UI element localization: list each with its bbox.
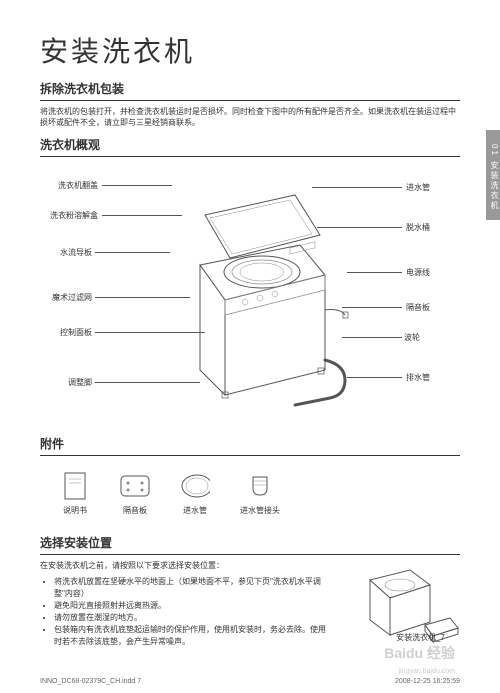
label-drain: 排水管 bbox=[406, 372, 430, 383]
label-spin: 脱水桶 bbox=[406, 222, 430, 233]
soundboard-icon bbox=[120, 471, 150, 501]
watermark-sub: jingyan.baidu.com bbox=[399, 668, 455, 675]
location-intro: 在安装洗衣机之前，请按照以下要求选择安装位置： bbox=[40, 560, 330, 571]
footer-right: 2008-12-25 16:25:59 bbox=[395, 678, 460, 685]
unpack-text: 将洗衣机的包装打开，并检查洗衣机装运时是否损坏。同时检查下图中的所有配件是否齐全… bbox=[40, 106, 460, 128]
acc-hose: 进水管 bbox=[180, 471, 210, 516]
washing-machine-illustration bbox=[150, 180, 350, 410]
hose-icon bbox=[180, 471, 210, 501]
label-lid: 洗衣机翻盖 bbox=[58, 180, 98, 191]
manual-icon bbox=[60, 471, 90, 501]
acc-soundboard: 隔音板 bbox=[120, 471, 150, 516]
acc-manual-label: 说明书 bbox=[63, 506, 87, 515]
label-detergent: 洗衣粉溶解盒 bbox=[50, 210, 98, 221]
footer: INNO_DC68-02379C_CH.indd 7 2008-12-25 16… bbox=[40, 678, 460, 685]
label-power: 电源线 bbox=[406, 267, 430, 278]
accessories-row: 说明书 隔音板 进水管 进水管接头 bbox=[40, 461, 460, 526]
location-bullet: 避免阳光直接照射并远离热源。 bbox=[54, 600, 330, 612]
location-bullet: 将洗衣机放置在坚硬水平的地面上（如果地面不平，参见下页"洗衣机水平调整"内容） bbox=[54, 576, 330, 600]
location-bullet: 包装箱内有洗衣机底垫起运输时的保护作用，使用机安装时，务必去除。使用时若不去除该… bbox=[54, 624, 330, 648]
location-list: 将洗衣机放置在坚硬水平的地面上（如果地面不平，参见下页"洗衣机水平调整"内容） … bbox=[40, 576, 330, 648]
label-leg: 调整脚 bbox=[68, 377, 92, 388]
location-bullet: 请勿放置在潮湿的地方。 bbox=[54, 612, 330, 624]
section-unpack-header: 拆除洗衣机包装 bbox=[40, 80, 460, 101]
label-sound: 隔音板 bbox=[406, 302, 430, 313]
acc-connector: 进水管接头 bbox=[240, 471, 280, 516]
overview-diagram: 洗衣机翻盖 洗衣粉溶解盒 水流导板 魔术过滤网 控制面板 调整脚 进水管 脱水桶… bbox=[40, 162, 460, 427]
section-location-header: 选择安装位置 bbox=[40, 534, 460, 555]
label-pulley: 波轮 bbox=[404, 332, 420, 343]
page-title: 安装洗衣机 bbox=[40, 30, 460, 70]
label-filter: 魔术过滤网 bbox=[52, 292, 92, 303]
side-tab: 01 安装洗衣机 bbox=[486, 130, 500, 220]
page-number-label: 安装洗衣机_7 bbox=[396, 632, 445, 643]
footer-left: INNO_DC68-02379C_CH.indd 7 bbox=[40, 678, 141, 685]
connector-icon bbox=[245, 471, 275, 501]
section-overview-header: 洗衣机概观 bbox=[40, 136, 460, 157]
watermark: Baidu 经验 bbox=[384, 643, 455, 663]
label-inlet: 进水管 bbox=[406, 182, 430, 193]
label-waterguide: 水流导板 bbox=[60, 247, 92, 258]
section-accessories-header: 附件 bbox=[40, 435, 460, 456]
label-panel: 控制面板 bbox=[60, 327, 92, 338]
acc-connector-label: 进水管接头 bbox=[240, 506, 280, 515]
acc-hose-label: 进水管 bbox=[183, 506, 207, 515]
acc-manual: 说明书 bbox=[60, 471, 90, 516]
acc-soundboard-label: 隔音板 bbox=[123, 506, 147, 515]
